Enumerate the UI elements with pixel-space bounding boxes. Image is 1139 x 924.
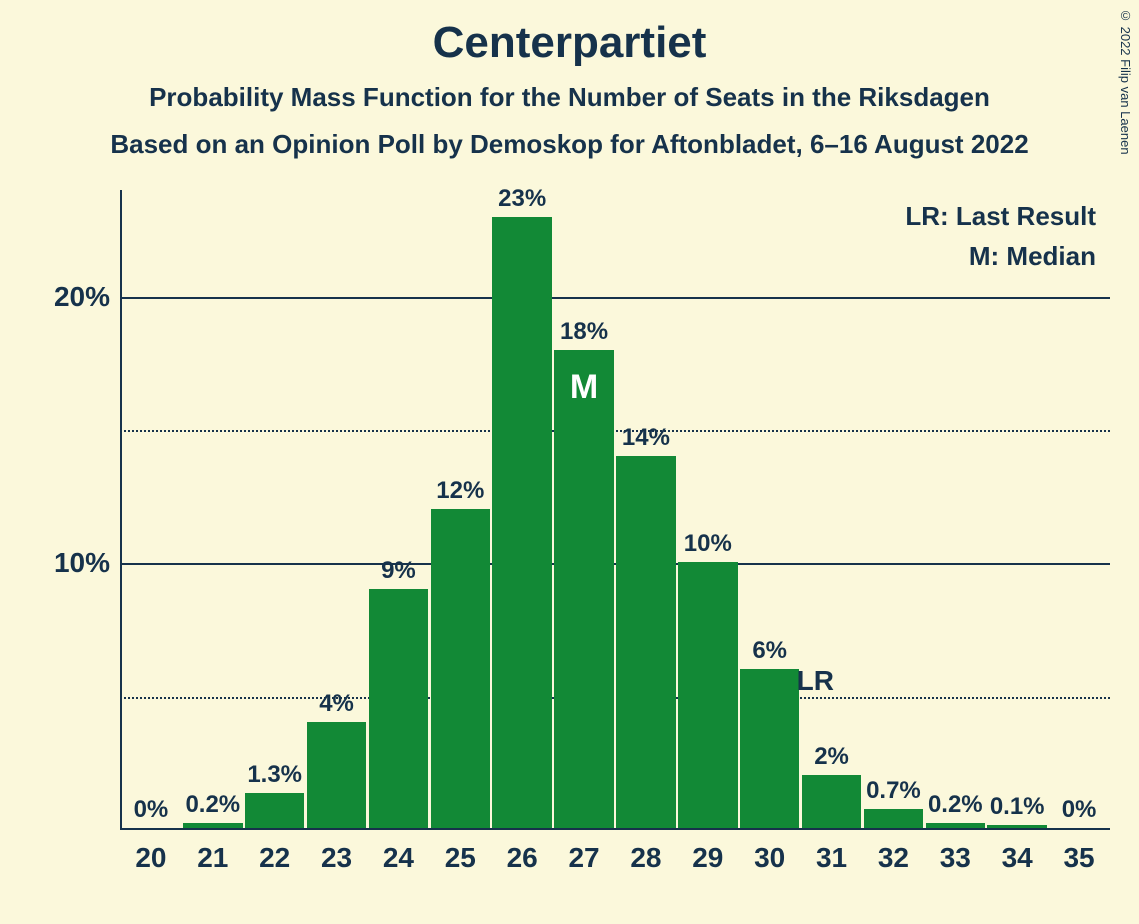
bar: 23% <box>492 217 551 828</box>
bar: 1.3% <box>245 793 304 828</box>
bar: 4% <box>307 722 366 828</box>
bar-value-label: 14% <box>622 424 670 456</box>
median-marker: M <box>570 368 598 407</box>
y-tick-label: 10% <box>10 547 110 579</box>
bar-slot: 23%26 <box>491 190 553 828</box>
bars-container: 0%200.2%211.3%224%239%2412%2523%2618%M27… <box>120 190 1110 828</box>
chart-title: Centerpartiet <box>0 0 1139 68</box>
x-tick-label: 26 <box>507 828 538 874</box>
bar: 0.7% <box>864 809 923 828</box>
bar: 2% <box>802 775 861 828</box>
bar-value-label: 6% <box>752 637 787 669</box>
x-tick-label: 34 <box>1002 828 1033 874</box>
bar-slot: 12%25 <box>429 190 491 828</box>
y-tick-label: 20% <box>10 281 110 313</box>
x-tick-label: 27 <box>568 828 599 874</box>
bar-slot: 0.2%33 <box>924 190 986 828</box>
bar-value-label: 1.3% <box>247 761 302 793</box>
x-tick-label: 30 <box>754 828 785 874</box>
x-tick-label: 21 <box>197 828 228 874</box>
x-tick-label: 32 <box>878 828 909 874</box>
bar-value-label: 23% <box>498 185 546 217</box>
x-tick-label: 35 <box>1063 828 1094 874</box>
bar: 6% <box>740 669 799 829</box>
x-tick-label: 31 <box>816 828 847 874</box>
lr-marker: LR <box>797 665 834 697</box>
bar: 18%M <box>554 350 613 829</box>
bar-value-label: 9% <box>381 557 416 589</box>
x-tick-label: 33 <box>940 828 971 874</box>
chart-container: Centerpartiet Probability Mass Function … <box>0 0 1139 924</box>
bar-slot: 0.7%32 <box>863 190 925 828</box>
bar-value-label: 4% <box>319 690 354 722</box>
bar-value-label: 0% <box>1062 796 1097 828</box>
bar: 12% <box>431 509 490 828</box>
bar-value-label: 12% <box>436 477 484 509</box>
chart-subtitle-1: Probability Mass Function for the Number… <box>0 82 1139 113</box>
bar: 9% <box>369 589 428 828</box>
bar-slot: 0%35 <box>1048 190 1110 828</box>
bar-slot: 14%28 <box>615 190 677 828</box>
bar: 10% <box>678 562 737 828</box>
bar-slot: 4%23 <box>306 190 368 828</box>
bar-value-label: 10% <box>684 530 732 562</box>
bar: 14% <box>616 456 675 828</box>
bar-slot: 2%31 <box>801 190 863 828</box>
chart-subtitle-2: Based on an Opinion Poll by Demoskop for… <box>0 129 1139 160</box>
bar-value-label: 0.2% <box>185 791 240 823</box>
bar-slot: 10%29 <box>677 190 739 828</box>
plot-area: LR: Last Result M: Median 10%20% 0%200.2… <box>120 190 1110 830</box>
bar-value-label: 2% <box>814 743 849 775</box>
x-tick-label: 22 <box>259 828 290 874</box>
x-tick-label: 29 <box>692 828 723 874</box>
x-tick-label: 23 <box>321 828 352 874</box>
bar-slot: 0.1%34 <box>986 190 1048 828</box>
bar-value-label: 0% <box>134 796 169 828</box>
x-tick-label: 20 <box>135 828 166 874</box>
bar-slot: 0.2%21 <box>182 190 244 828</box>
bar-slot: 9%24 <box>368 190 430 828</box>
x-tick-label: 25 <box>445 828 476 874</box>
bar-value-label: 0.7% <box>866 777 921 809</box>
bar-slot: 6%30 <box>739 190 801 828</box>
plot-inner: 10%20% 0%200.2%211.3%224%239%2412%2523%2… <box>120 190 1110 830</box>
copyright-text: © 2022 Filip van Laenen <box>1118 8 1133 155</box>
bar-slot: 0%20 <box>120 190 182 828</box>
x-tick-label: 28 <box>630 828 661 874</box>
bar-value-label: 0.1% <box>990 793 1045 825</box>
bar-slot: 18%M27 <box>553 190 615 828</box>
x-tick-label: 24 <box>383 828 414 874</box>
bar-slot: 1.3%22 <box>244 190 306 828</box>
bar-value-label: 18% <box>560 318 608 350</box>
bar-value-label: 0.2% <box>928 791 983 823</box>
